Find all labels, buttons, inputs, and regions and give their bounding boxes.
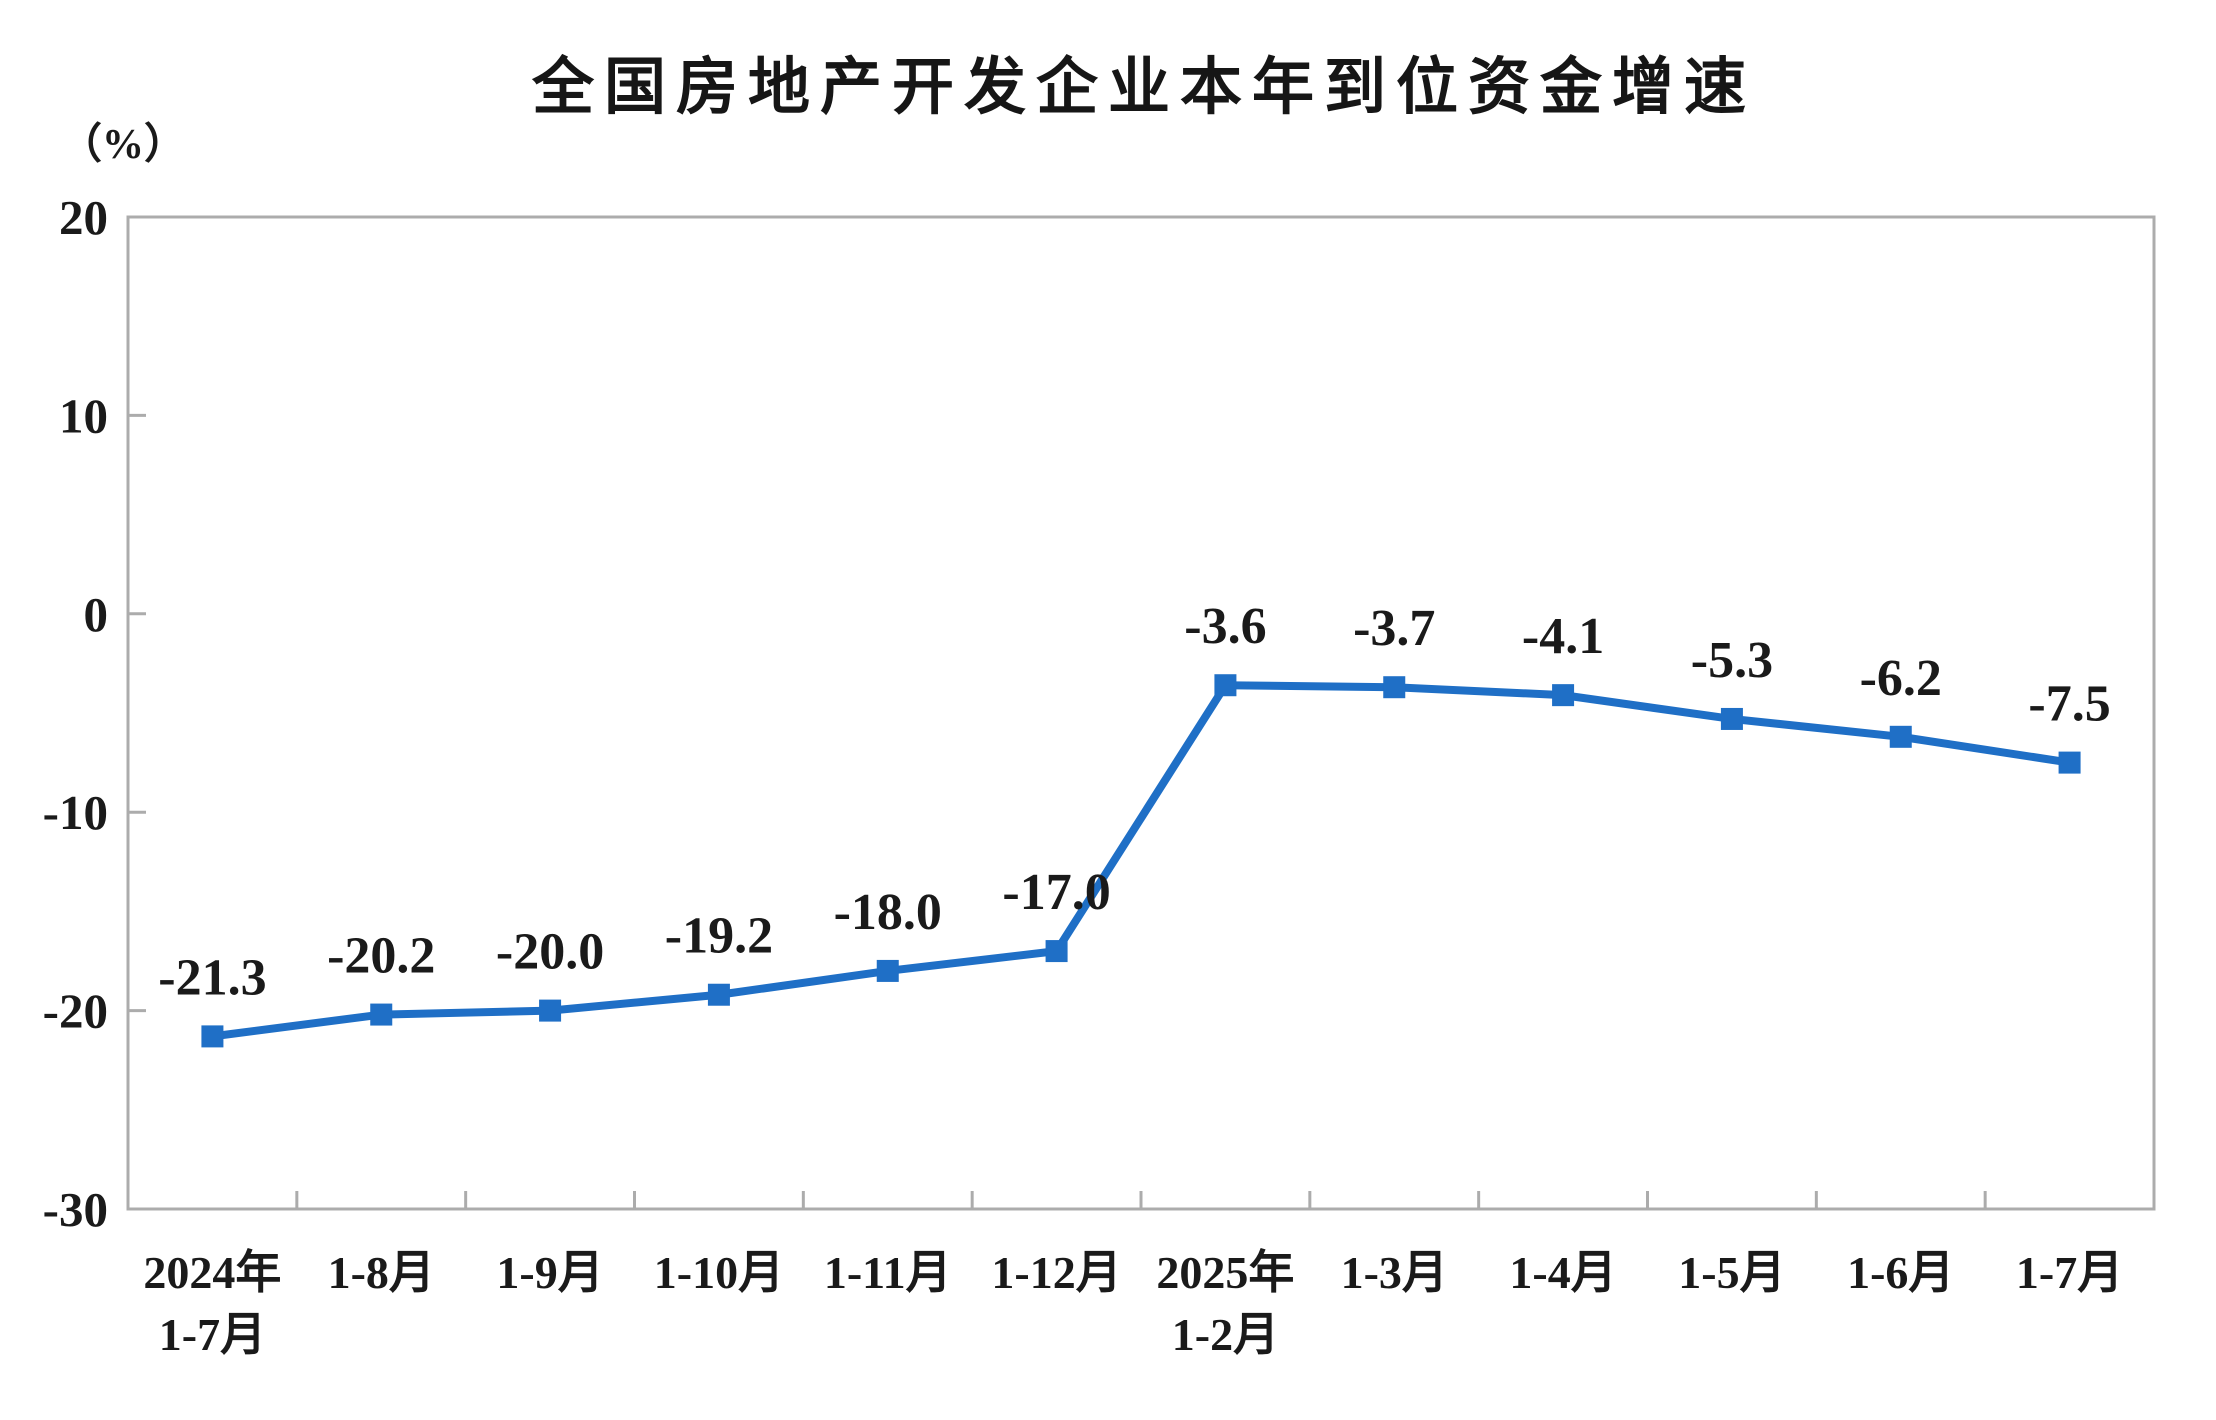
data-labels-layer: -21.3 -20.2 -20.0 -19.2 -18.0 -17.0 -3.6 -3.7 -4… — [158, 598, 2110, 1006]
chart-title: 全国房地产开发企业本年到位资金增速 — [531, 53, 1756, 122]
plot-frame — [126, 215, 2156, 1211]
x-axis-category-label: 2024年 1-7月 — [143, 1247, 281, 1360]
data-point-marker — [1383, 676, 1406, 699]
data-point-marker — [1214, 674, 1237, 697]
data-point-label: -20.0 — [496, 924, 604, 981]
series-line — [211, 681, 2071, 1041]
y-axis-tick-label: 20 — [59, 190, 108, 245]
data-point-label: -7.5 — [2028, 676, 2110, 733]
x-axis-category-label: 1-7月 — [2016, 1247, 2123, 1298]
x-axis-category-label: 1-9月 — [496, 1247, 603, 1298]
y-axis-tick-label: 0 — [84, 587, 109, 642]
x-axis-category-label: 1-5月 — [1678, 1247, 1785, 1298]
x-axis-category-label: 1-12月 — [991, 1247, 1121, 1298]
x-axis-category-label: 1-8月 — [328, 1247, 435, 1298]
y-axis-tick-label: -20 — [43, 984, 108, 1039]
data-point-marker — [201, 1025, 224, 1048]
data-point-label: -4.1 — [1522, 608, 1604, 665]
data-point-marker — [1720, 707, 1743, 730]
x-axis-category-label: 1-3月 — [1341, 1247, 1448, 1298]
y-axis-tick-label: -30 — [43, 1182, 108, 1237]
x-axis-category-label: 2025年 1-2月 — [1156, 1247, 1294, 1360]
data-point-marker — [539, 999, 562, 1022]
data-point-marker — [707, 983, 730, 1006]
x-axis-category-label: 1-10月 — [654, 1247, 784, 1298]
data-point-label: -6.2 — [1860, 650, 1942, 707]
x-axis-category-label: 1-11月 — [824, 1247, 952, 1298]
x-axis-category-label: 1-6月 — [1847, 1247, 1954, 1298]
data-point-marker — [370, 1003, 393, 1026]
data-point-label: -21.3 — [158, 949, 266, 1006]
series-layer — [201, 674, 2081, 1048]
x-axis-category-label: 1-4月 — [1509, 1247, 1616, 1298]
data-point-label: -5.3 — [1691, 632, 1773, 689]
axes-layer: 20 10 0 -10 -20 -30 2024年 1-7月 1-8月 1-9月 1-10月 1-11… — [43, 190, 2156, 1360]
y-axis-tick-label: -10 — [43, 785, 108, 840]
y-axis-unit-label: （%） — [60, 121, 186, 168]
data-point-marker — [1552, 684, 1575, 707]
data-point-label: -3.7 — [1353, 600, 1435, 657]
y-axis-tick-label: 10 — [59, 388, 108, 443]
data-point-marker — [876, 959, 899, 982]
data-point-label: -3.6 — [1184, 598, 1266, 655]
data-point-marker — [1045, 940, 1068, 963]
data-point-label: -19.2 — [665, 908, 773, 965]
data-point-marker — [1889, 725, 1912, 748]
data-point-marker — [2058, 751, 2081, 774]
data-point-label: -20.2 — [327, 928, 435, 985]
data-point-label: -18.0 — [834, 884, 942, 941]
data-point-label: -17.0 — [1002, 864, 1110, 921]
